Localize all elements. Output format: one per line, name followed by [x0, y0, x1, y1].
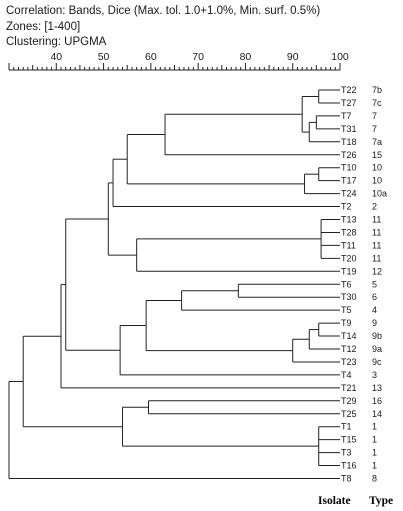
- leaf-type-label: 12: [372, 266, 382, 276]
- leaf-isolate-label: T14: [341, 331, 357, 341]
- scale-tick-label: 50: [98, 51, 110, 63]
- leaf-type-label: 9: [372, 318, 377, 328]
- leaf-isolate-label: T31: [341, 124, 357, 134]
- leaf-type-label: 1: [372, 422, 377, 432]
- similarity-scale: 40 50 60 70 80 90 100: [8, 51, 349, 71]
- leaf-isolate-label: T26: [341, 150, 357, 160]
- leaf-type-label: 4: [372, 305, 377, 315]
- leaf-isolate-label: T17: [341, 176, 357, 186]
- leaf-isolate-label: T22: [341, 85, 357, 95]
- leaf-type-label: 11: [372, 227, 381, 237]
- clustering-text: Clustering: UPGMA: [6, 36, 107, 48]
- leaf-type-label: 1: [372, 461, 377, 471]
- isolate-column-header: Isolate: [318, 495, 351, 507]
- type-column-header: Type: [369, 495, 393, 507]
- scale-tick-label: 70: [192, 51, 204, 63]
- leaf-type-label: 8: [372, 474, 377, 484]
- leaf-type-label: 7c: [372, 98, 382, 108]
- leaf-isolate-label: T29: [341, 396, 357, 406]
- leaf-type-label: 7: [372, 111, 377, 121]
- leaf-type-label: 10a: [372, 189, 387, 199]
- leaf-type-label: 3: [372, 370, 377, 380]
- header: Correlation: Bands, Dice (Max. tol. 1.0+…: [6, 4, 320, 51]
- leaf-isolate-label: T27: [341, 98, 357, 108]
- leaf-isolate-label: T6: [341, 279, 352, 289]
- leaf-type-label: 6: [372, 292, 377, 302]
- leaf-type-label: 11: [372, 240, 381, 250]
- leaf-isolate-label: T13: [341, 215, 357, 225]
- scale-tick-label: 60: [145, 51, 157, 63]
- leaf-type-label: 1: [372, 448, 377, 458]
- leaf-isolate-label: T5: [341, 305, 352, 315]
- leaf-type-label: 5: [372, 279, 377, 289]
- leaf-type-label: 11: [372, 253, 381, 263]
- leaf-type-label: 15: [372, 150, 382, 160]
- correlation-text: Correlation: Bands, Dice (Max. tol. 1.0+…: [6, 5, 321, 17]
- leaf-isolate-label: T23: [341, 357, 357, 367]
- leaf-type-label: 7a: [372, 137, 382, 147]
- leaf-isolate-label: T12: [341, 344, 357, 354]
- leaf-type-label: 9a: [372, 344, 382, 354]
- scale-tick-label: 100: [331, 51, 349, 63]
- leaf-isolate-label: T15: [341, 435, 357, 445]
- leaf-type-label: 9b: [372, 331, 382, 341]
- leaf-isolate-label: T28: [341, 227, 357, 237]
- scale-tick-label: 40: [50, 51, 62, 63]
- zones-text: Zones: [1-400]: [6, 20, 81, 33]
- leaf-isolate-label: T16: [341, 461, 357, 471]
- leaf-type-label: 1: [372, 435, 377, 445]
- leaf-isolate-label: T10: [341, 163, 357, 173]
- leaf-isolate-label: T30: [341, 292, 357, 302]
- leaf-type-label: 10: [372, 176, 382, 186]
- leaf-type-label: 9c: [372, 357, 382, 367]
- leaf-type-label: 10: [372, 163, 382, 173]
- leaf-isolate-label: T8: [341, 474, 352, 484]
- leaf-isolate-label: T11: [341, 240, 356, 250]
- leaf-isolate-label: T7: [341, 111, 352, 121]
- leaf-type-label: 11: [372, 215, 381, 225]
- leaf-isolate-label: T20: [341, 253, 357, 263]
- leaf-isolate-label: T1: [341, 422, 352, 432]
- leaf-isolate-label: T25: [341, 409, 357, 419]
- leaf-isolate-label: T19: [341, 266, 357, 276]
- leaf-isolate-label: T9: [341, 318, 352, 328]
- cluster-tree: [8, 89, 340, 479]
- leaf-isolate-label: T2: [341, 202, 352, 212]
- leaf-type-label: 2: [372, 202, 377, 212]
- leaf-isolate-label: T21: [341, 383, 357, 393]
- leaf-type-label: 16: [372, 396, 382, 406]
- leaf-type-label: 7: [372, 124, 377, 134]
- leaf-isolate-label: T3: [341, 448, 352, 458]
- leaf-type-label: 13: [372, 383, 382, 393]
- leaf-type-label: 7b: [372, 85, 382, 95]
- leaf-isolate-label: T18: [341, 137, 357, 147]
- scale-tick-label: 90: [287, 51, 299, 63]
- scale-tick-label: 80: [240, 51, 252, 63]
- leaf-type-label: 14: [372, 409, 382, 419]
- leaf-isolate-label: T4: [341, 370, 352, 380]
- leaf-isolate-label: T24: [341, 189, 357, 199]
